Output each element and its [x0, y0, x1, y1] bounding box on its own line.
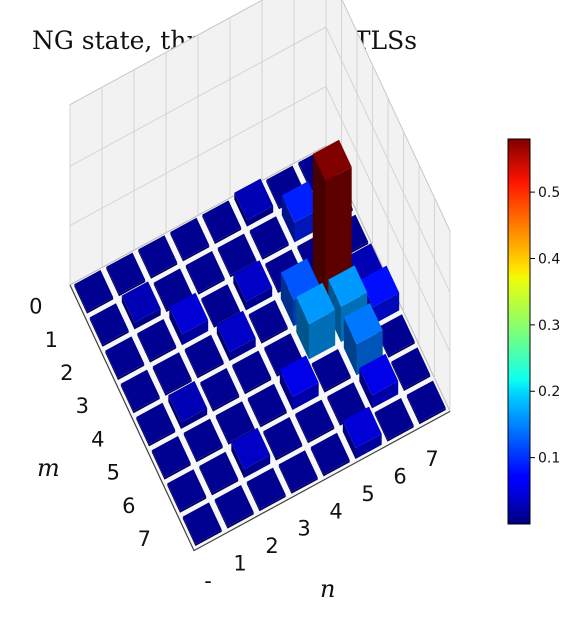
bar: [120, 369, 160, 414]
x-tick-label: 3: [297, 517, 310, 541]
bar: [152, 352, 192, 396]
bar: [170, 217, 210, 262]
bar: [106, 252, 146, 297]
x-tick-label: 5: [361, 482, 374, 506]
bar: [278, 450, 318, 494]
bar: [232, 350, 272, 395]
x-tick-label: 7: [425, 447, 438, 471]
bar: [216, 310, 256, 361]
colorbar-tick-label: 0.4: [538, 252, 560, 268]
x-tick-label: -: [204, 569, 212, 593]
bar: [167, 469, 207, 513]
bar: [214, 485, 254, 529]
colorbar: 0.1 0.2 0.3 0.4 0.5: [507, 138, 560, 525]
bar: [233, 260, 273, 311]
bar: [151, 436, 191, 480]
bar: [185, 251, 225, 295]
bar: [246, 467, 286, 512]
grid-line: [69, 85, 451, 353]
bar: [105, 336, 145, 380]
bar: [391, 347, 431, 391]
y-tick-label: 2: [60, 361, 73, 385]
bar: [231, 427, 271, 478]
colorbar-ticks: 0.1 0.2 0.3 0.4 0.5: [530, 185, 560, 467]
x-tick-label: 6: [393, 465, 406, 489]
bar: [199, 451, 239, 496]
bar: [138, 235, 178, 279]
bar: [248, 300, 288, 344]
x-tick-label: 2: [265, 534, 278, 558]
y-axis-label: m: [37, 454, 60, 482]
bar: [137, 319, 177, 363]
bar: [169, 292, 209, 346]
colorbar-tick-label: 0.1: [538, 451, 560, 467]
colorbar-tick-label: 0.2: [538, 384, 560, 400]
bar: [342, 406, 382, 459]
bar: [234, 178, 274, 227]
y-tick-label: 6: [122, 494, 135, 518]
bar: [168, 381, 208, 429]
grid-line: [69, 26, 451, 293]
bar: [249, 216, 289, 260]
y-tick-label: 7: [138, 527, 151, 551]
bar: [200, 368, 240, 412]
bar: [184, 334, 224, 379]
colorbar-tick-label: 0.3: [538, 318, 560, 334]
y-tick-label: 3: [76, 394, 89, 418]
bar: [74, 270, 114, 314]
axis-line: [69, 284, 451, 552]
bar: [296, 282, 336, 360]
y-tick-label: 4: [91, 427, 104, 451]
bar: [263, 417, 303, 461]
bar: [359, 353, 399, 409]
bar: [121, 281, 161, 330]
y-tick-label: 5: [107, 461, 120, 485]
x-tick-label: 1: [233, 552, 246, 576]
bar: [311, 349, 351, 393]
colorbar-tick-label: 0.5: [538, 185, 560, 201]
bar: [182, 502, 222, 546]
bar: [136, 402, 176, 447]
bar: [183, 418, 223, 463]
x-tick-label: 4: [329, 499, 342, 523]
bar: [310, 432, 350, 477]
colorbar-gradient: [507, 138, 531, 525]
bar: [374, 398, 414, 442]
bar: [89, 303, 129, 347]
y-tick-label: 1: [45, 328, 58, 352]
bar: [295, 399, 335, 444]
bar: [247, 383, 287, 428]
x-axis-label: n: [320, 575, 335, 603]
bar: [202, 200, 242, 244]
bar: [406, 380, 446, 425]
y-tick-label: 0: [29, 295, 42, 319]
bar: [279, 355, 319, 410]
bars-layer: [74, 139, 446, 546]
